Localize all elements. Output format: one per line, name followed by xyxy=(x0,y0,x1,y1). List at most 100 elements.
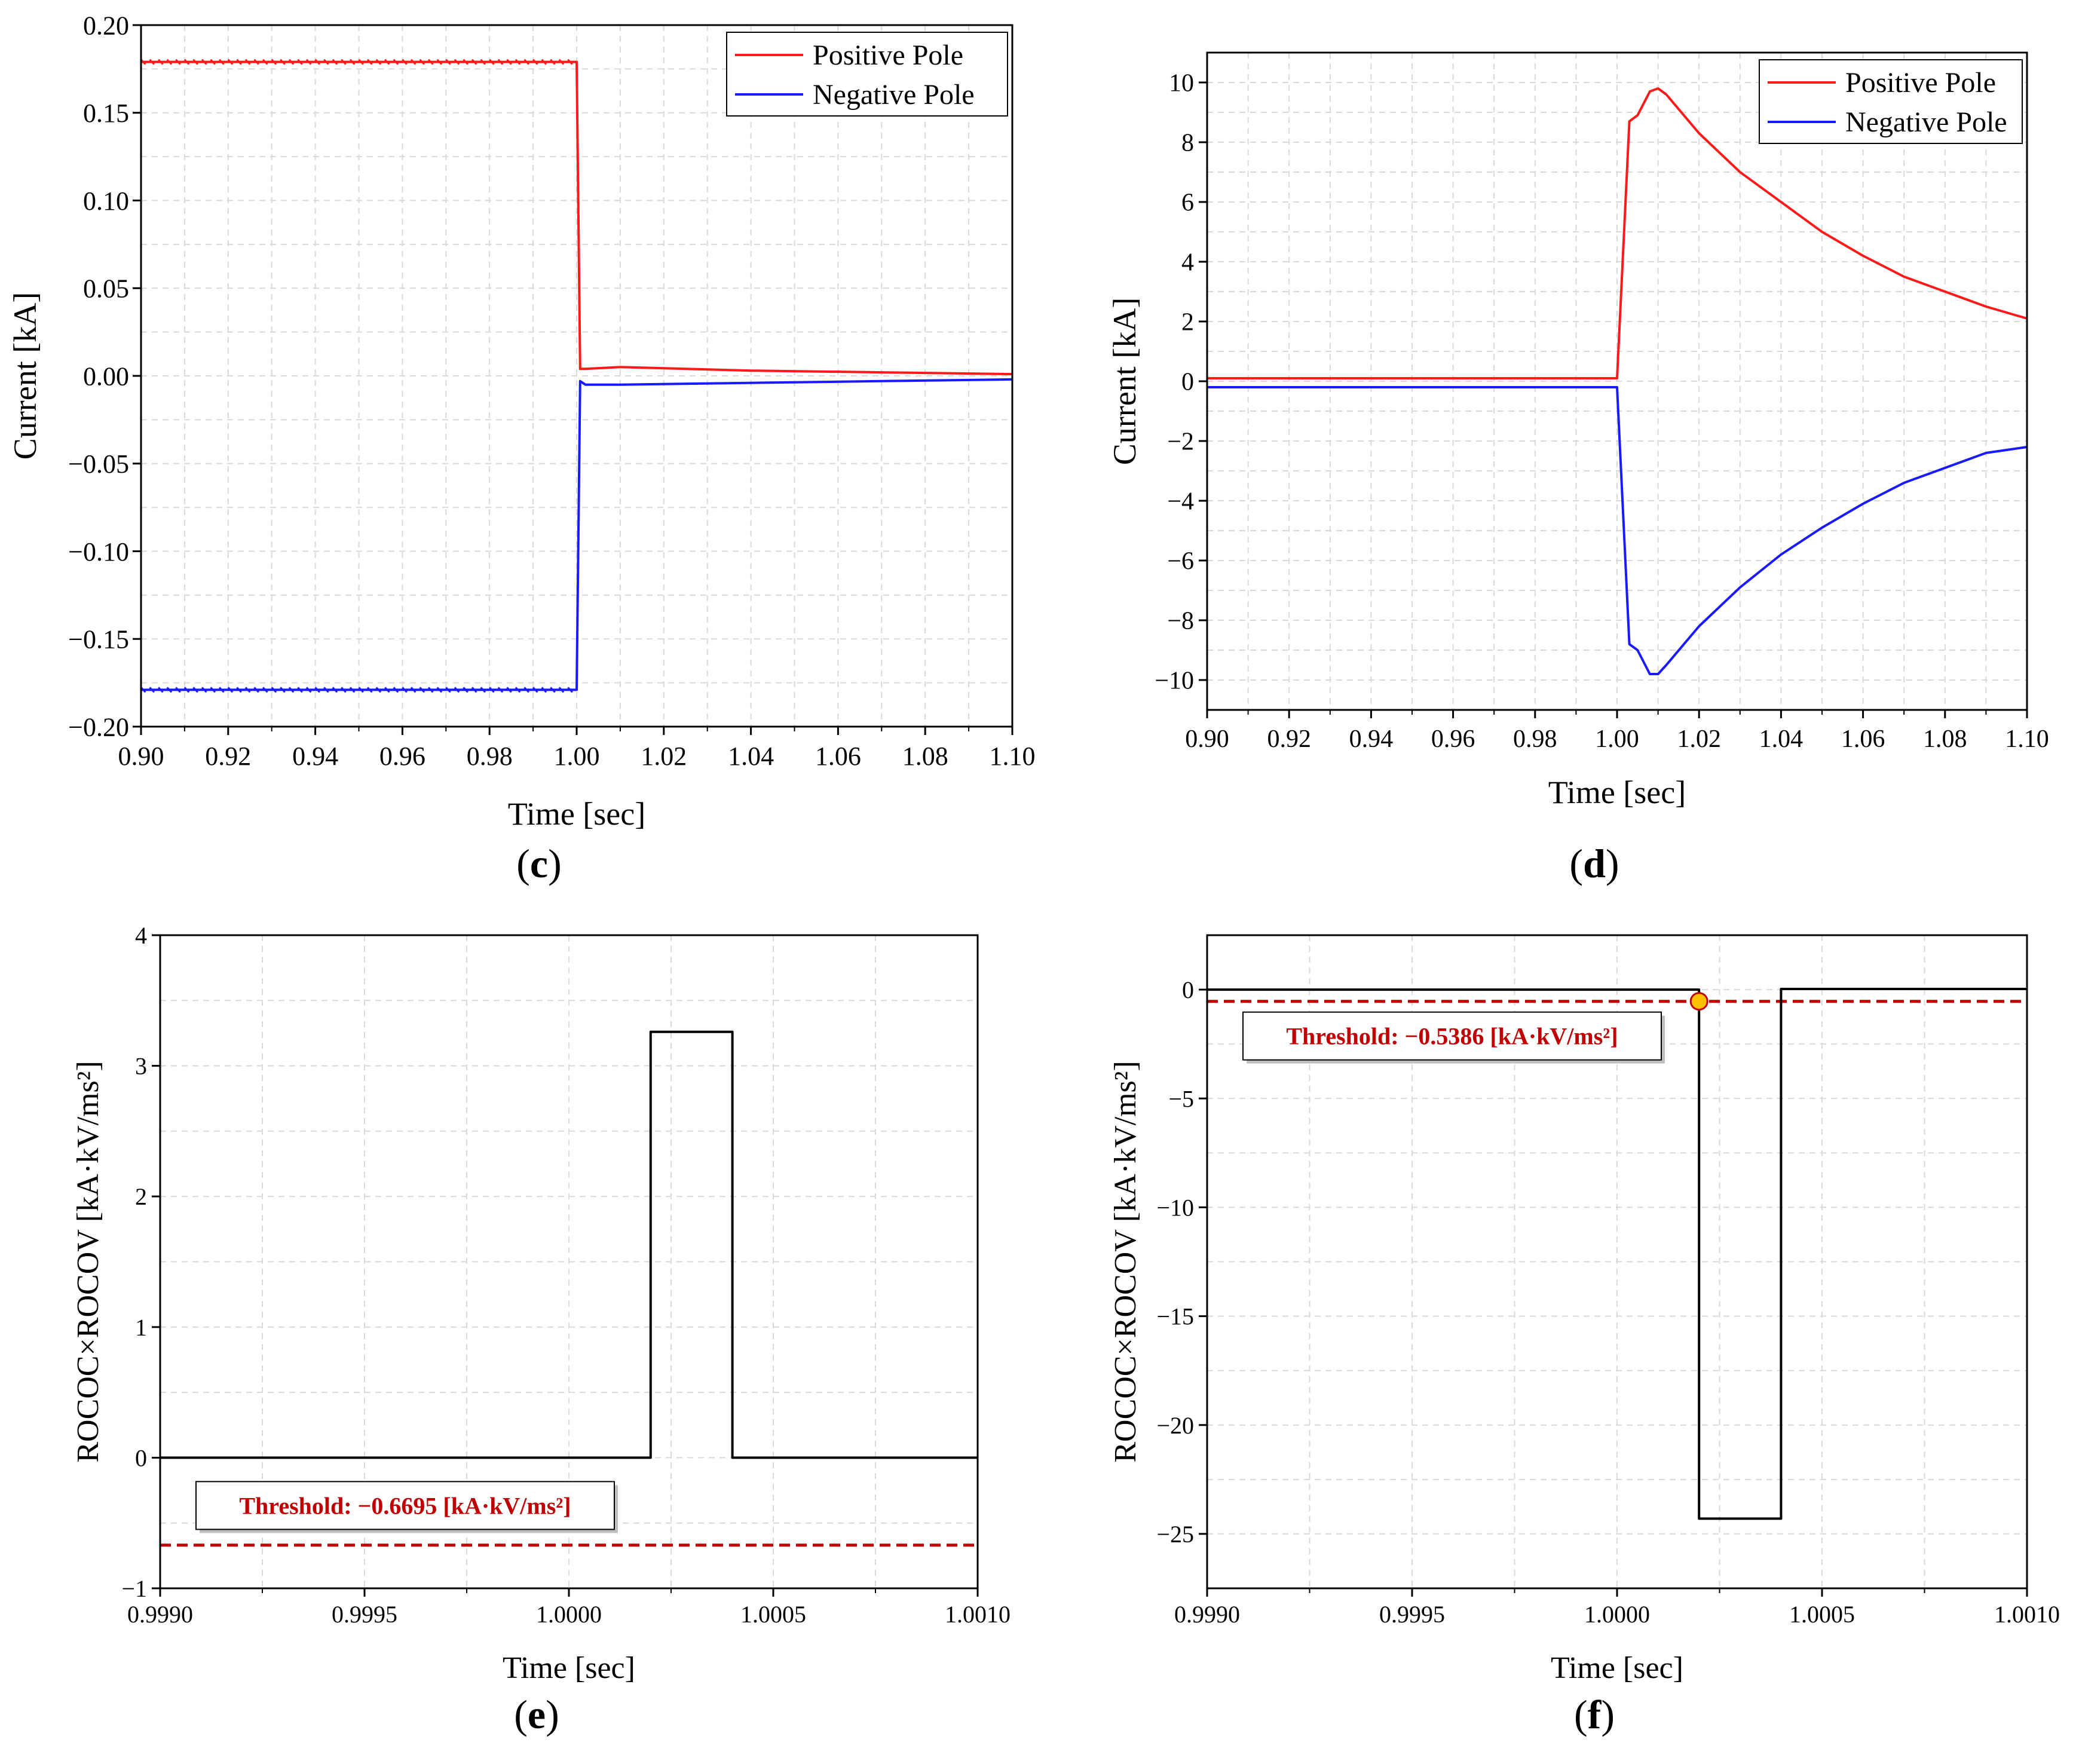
x-axis-label: Time [sec] xyxy=(508,796,645,832)
x-tick-label: 1.06 xyxy=(1841,725,1885,753)
series-line-negative-pole xyxy=(1207,386,2028,675)
y-tick-label: 0.05 xyxy=(83,274,129,304)
panel-label: (e) xyxy=(514,1692,559,1737)
y-tick-label: −6 xyxy=(1167,548,1194,575)
y-tick-label: −1 xyxy=(121,1575,147,1602)
x-axis-label: Time [sec] xyxy=(1551,1651,1683,1685)
threshold-label-box: Threshold: −0.6695 [kA·kV/ms²] xyxy=(195,1481,618,1533)
x-tick-label: 1.0010 xyxy=(1994,1601,2060,1628)
y-tick-label: −0.10 xyxy=(68,537,129,566)
y-tick-label: −10 xyxy=(1155,667,1194,695)
y-tick-label: 0.00 xyxy=(83,362,129,391)
series-ripple xyxy=(140,687,573,693)
x-tick-label: 1.02 xyxy=(641,742,687,771)
x-tick-label: 1.0000 xyxy=(536,1601,602,1628)
x-tick-label: 0.92 xyxy=(1267,725,1311,753)
threshold-box xyxy=(195,1481,615,1530)
y-tick-label: 1 xyxy=(135,1314,147,1341)
y-tick-label: 0.20 xyxy=(83,11,129,40)
x-tick-label: 0.9990 xyxy=(127,1601,193,1628)
threshold-crossing-marker xyxy=(1689,992,1708,1011)
legend-label-1: Negative Pole xyxy=(813,79,975,111)
legend-label-0: Positive Pole xyxy=(1845,67,1996,99)
y-tick-label: −5 xyxy=(1168,1085,1194,1112)
y-tick-label: −0.20 xyxy=(68,712,129,742)
y-axis-label: Current [kA] xyxy=(7,292,43,460)
x-tick-label: 1.0000 xyxy=(1584,1601,1650,1628)
y-axis-label: Current [kA] xyxy=(1107,298,1143,465)
panel-label: (d) xyxy=(1569,841,1619,886)
y-axis-label: ROCOC×ROCOV [kA·kV/ms²] xyxy=(1109,1061,1143,1462)
y-tick-label: −8 xyxy=(1167,608,1194,635)
chart-panel-c: 0.90 0.92 0.94 0.96 0.98 1.00 1.02 1.04 1.06 1.08… xyxy=(7,11,1036,886)
x-tick-label: 1.04 xyxy=(728,742,774,771)
x-tick-label: 1.00 xyxy=(554,742,600,771)
x-tick-label: 0.90 xyxy=(118,742,164,771)
legend-label-0: Positive Pole xyxy=(813,39,963,71)
x-tick-label: 1.06 xyxy=(815,742,861,771)
y-tick-label: 4 xyxy=(135,922,147,949)
panel-label: (c) xyxy=(516,841,562,886)
legend: Positive Pole Negative Pole xyxy=(726,32,1008,117)
y-tick-label: 10 xyxy=(1169,70,1194,97)
y-tick-label: 2 xyxy=(135,1183,147,1210)
y-tick-label: −2 xyxy=(1167,428,1194,456)
y-tick-label: −15 xyxy=(1156,1303,1194,1330)
legend-box xyxy=(726,32,1008,117)
y-axis-label: ROCOC×ROCOV [kA·kV/ms²] xyxy=(71,1061,105,1462)
x-tick-label: 0.92 xyxy=(205,742,251,771)
series-line-rococ-rocov xyxy=(160,1030,978,1459)
x-tick-label: 0.96 xyxy=(379,742,425,771)
y-tick-label: −20 xyxy=(1156,1412,1194,1439)
x-tick-label: 1.08 xyxy=(1923,725,1967,753)
y-tick-label: 0 xyxy=(1181,369,1194,396)
x-axis-label: Time [sec] xyxy=(1548,774,1686,810)
y-tick-label: 0.15 xyxy=(83,99,129,128)
threshold-label: Threshold: −0.6695 [kA·kV/ms²] xyxy=(239,1492,571,1519)
x-tick-label: 0.96 xyxy=(1431,725,1475,753)
x-tick-label: 0.98 xyxy=(1513,725,1557,753)
series-line-positive-pole xyxy=(1207,87,2028,379)
series-line-rococ-rocov xyxy=(1207,988,2027,1520)
x-tick-label: 0.9995 xyxy=(332,1601,397,1628)
y-tick-label: 0 xyxy=(1182,976,1194,1003)
chart-panel-d: 0.90 0.92 0.94 0.96 0.98 1.00 1.02 1.04 1.06 1.08… xyxy=(1107,51,2049,886)
chart-panel-e: 0.9990 0.9995 1.0000 1.0005 1.0010 4 3 2 1 0 −1 Tim… xyxy=(71,922,1011,1737)
y-tick-label: −10 xyxy=(1156,1194,1194,1221)
x-tick-label: 1.00 xyxy=(1595,725,1639,753)
grid xyxy=(1207,53,2028,710)
y-tick-label: 4 xyxy=(1181,249,1194,277)
y-tick-label: −0.15 xyxy=(68,625,129,654)
y-tick-label: −25 xyxy=(1156,1521,1194,1548)
x-tick-label: 1.10 xyxy=(2005,725,2049,753)
y-tick-label: 0.10 xyxy=(83,186,129,216)
threshold-label-box: Threshold: −0.5386 [kA·kV/ms²] xyxy=(1242,1011,1665,1064)
legend-label-1: Negative Pole xyxy=(1845,106,2007,138)
x-tick-label: 1.08 xyxy=(902,742,948,771)
x-tick-label: 1.02 xyxy=(1677,725,1721,753)
threshold-box xyxy=(1242,1011,1662,1061)
series-ripple xyxy=(140,59,573,65)
x-tick-label: 0.90 xyxy=(1185,725,1229,753)
series-line-negative-pole xyxy=(141,378,1013,691)
x-tick-label: 1.0005 xyxy=(1789,1601,1855,1628)
x-tick-label: 1.10 xyxy=(990,742,1036,771)
x-tick-label: 1.0010 xyxy=(945,1601,1011,1628)
y-tick-label: 0 xyxy=(135,1444,147,1471)
y-tick-label: −4 xyxy=(1167,488,1194,516)
threshold-label: Threshold: −0.5386 [kA·kV/ms²] xyxy=(1286,1023,1618,1050)
series-line-positive-pole xyxy=(141,60,1013,376)
x-tick-label: 0.94 xyxy=(1349,725,1394,753)
x-tick-label: 0.94 xyxy=(292,742,338,771)
x-axis-label: Time [sec] xyxy=(503,1651,635,1685)
chart-panel-f: 0.9990 0.9995 1.0000 1.0005 1.0010 0 −5 −10 −15 −… xyxy=(1109,934,2060,1737)
legend-box xyxy=(1759,59,2023,144)
x-tick-label: 0.9990 xyxy=(1174,1601,1240,1628)
y-tick-label: 2 xyxy=(1181,309,1194,336)
y-tick-label: −0.05 xyxy=(68,449,129,479)
x-tick-label: 1.0005 xyxy=(740,1601,806,1628)
y-tick-label: 3 xyxy=(135,1053,147,1080)
x-tick-label: 1.04 xyxy=(1759,725,1804,753)
legend: Positive Pole Negative Pole xyxy=(1759,59,2023,144)
